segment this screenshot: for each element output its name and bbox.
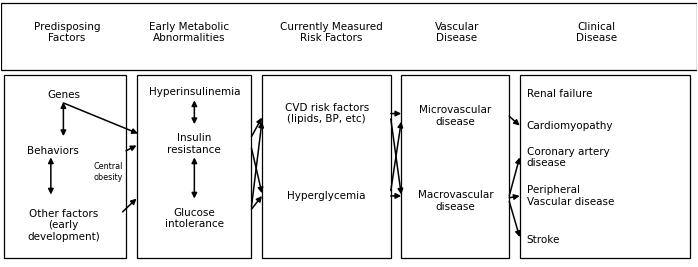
Text: Genes: Genes <box>47 90 80 100</box>
Text: Other factors
(early
development): Other factors (early development) <box>27 209 100 242</box>
Text: Glucose
intolerance: Glucose intolerance <box>165 208 224 229</box>
Text: Behaviors: Behaviors <box>27 146 79 156</box>
Text: Cardiomyopathy: Cardiomyopathy <box>526 120 613 131</box>
Bar <box>401 75 510 258</box>
Bar <box>137 75 251 258</box>
Bar <box>4 75 126 258</box>
Text: Stroke: Stroke <box>526 235 560 245</box>
Text: Hyperglycemia: Hyperglycemia <box>288 191 366 201</box>
Text: Central
obesity: Central obesity <box>94 162 124 182</box>
Text: Peripheral
Vascular disease: Peripheral Vascular disease <box>526 185 614 207</box>
Text: Hyperinsulinemia: Hyperinsulinemia <box>149 87 240 97</box>
Text: Vascular
Disease: Vascular Disease <box>435 22 479 43</box>
Text: Renal failure: Renal failure <box>526 89 592 99</box>
Bar <box>520 75 690 258</box>
Text: Macrovascular
disease: Macrovascular disease <box>418 190 493 212</box>
Text: Insulin
resistance: Insulin resistance <box>168 133 221 155</box>
Text: CVD risk factors
(lipids, BP, etc): CVD risk factors (lipids, BP, etc) <box>285 103 369 124</box>
Text: Microvascular
disease: Microvascular disease <box>419 105 491 127</box>
Text: Coronary artery
disease: Coronary artery disease <box>526 147 609 168</box>
Text: Currently Measured
Risk Factors: Currently Measured Risk Factors <box>280 22 383 43</box>
Text: Clinical
Disease: Clinical Disease <box>576 22 617 43</box>
Bar <box>262 75 391 258</box>
Text: Early Metabolic
Abnormalities: Early Metabolic Abnormalities <box>149 22 229 43</box>
Bar <box>1 3 697 70</box>
Text: Predisposing
Factors: Predisposing Factors <box>34 22 100 43</box>
